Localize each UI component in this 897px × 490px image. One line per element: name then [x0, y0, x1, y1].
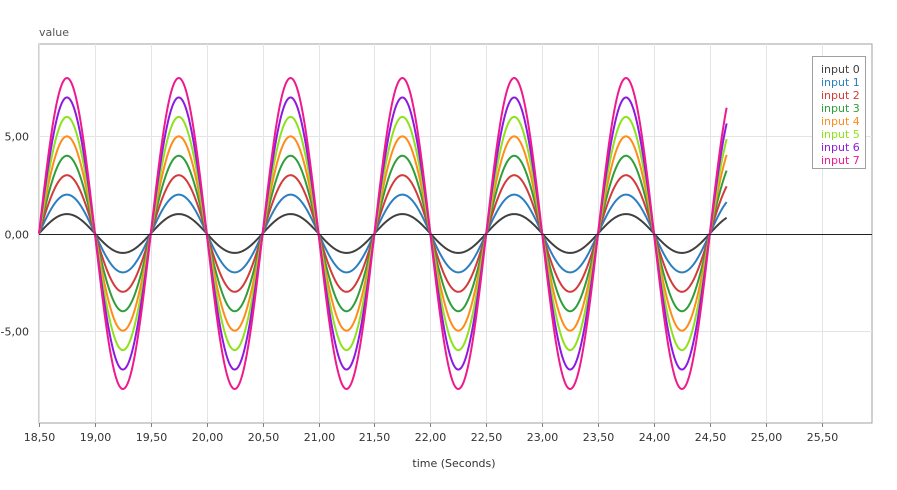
- x-tick-label: 22,00: [415, 431, 447, 444]
- x-axis-title: time (Seconds): [412, 457, 495, 470]
- x-tick-label: 21,50: [359, 431, 391, 444]
- x-tick-label: 18,50: [24, 431, 56, 444]
- y-tick-label: 0,00: [5, 229, 30, 242]
- legend-box: [812, 56, 866, 169]
- legend-entry: input 4: [821, 115, 860, 128]
- series-line-input-0: [38, 213, 728, 254]
- legend-entry: input 5: [821, 128, 860, 141]
- y-tick-label: 5,00: [5, 131, 30, 144]
- x-tick-label: 25,50: [807, 431, 839, 444]
- legend-entry: input 6: [821, 141, 860, 154]
- legend-entry: input 1: [821, 76, 860, 89]
- x-tick-label: 24,00: [639, 431, 671, 444]
- series-layer: [38, 77, 872, 390]
- legend-entry: input 7: [821, 154, 860, 167]
- x-tick-label: 21,00: [304, 431, 336, 444]
- legend-entry: input 2: [821, 89, 860, 102]
- y-axis-title: value: [39, 26, 69, 39]
- x-tick-label: 22,50: [471, 431, 503, 444]
- axis-layer: 18,50 19,00 19,50 20,00 20,50 21,00 21,50 22,00…: [1, 131, 839, 445]
- grid-layer: [38, 43, 873, 424]
- x-tick-label: 25,00: [751, 431, 783, 444]
- series-line-input-7: [38, 77, 728, 390]
- x-tick-label: 20,50: [248, 431, 280, 444]
- plot-area: [38, 43, 873, 424]
- x-tick-label: 19,00: [80, 431, 112, 444]
- x-tick-label: 20,00: [192, 431, 224, 444]
- legend-entry: input 3: [821, 102, 860, 115]
- x-tick-label: 23,50: [583, 431, 615, 444]
- y-tick-label: -5,00: [1, 326, 29, 339]
- x-tick-label: 24,50: [695, 431, 727, 444]
- legend-entry: input 0: [821, 63, 860, 76]
- x-tick-label: 23,00: [527, 431, 559, 444]
- x-tick-label: 19,50: [136, 431, 168, 444]
